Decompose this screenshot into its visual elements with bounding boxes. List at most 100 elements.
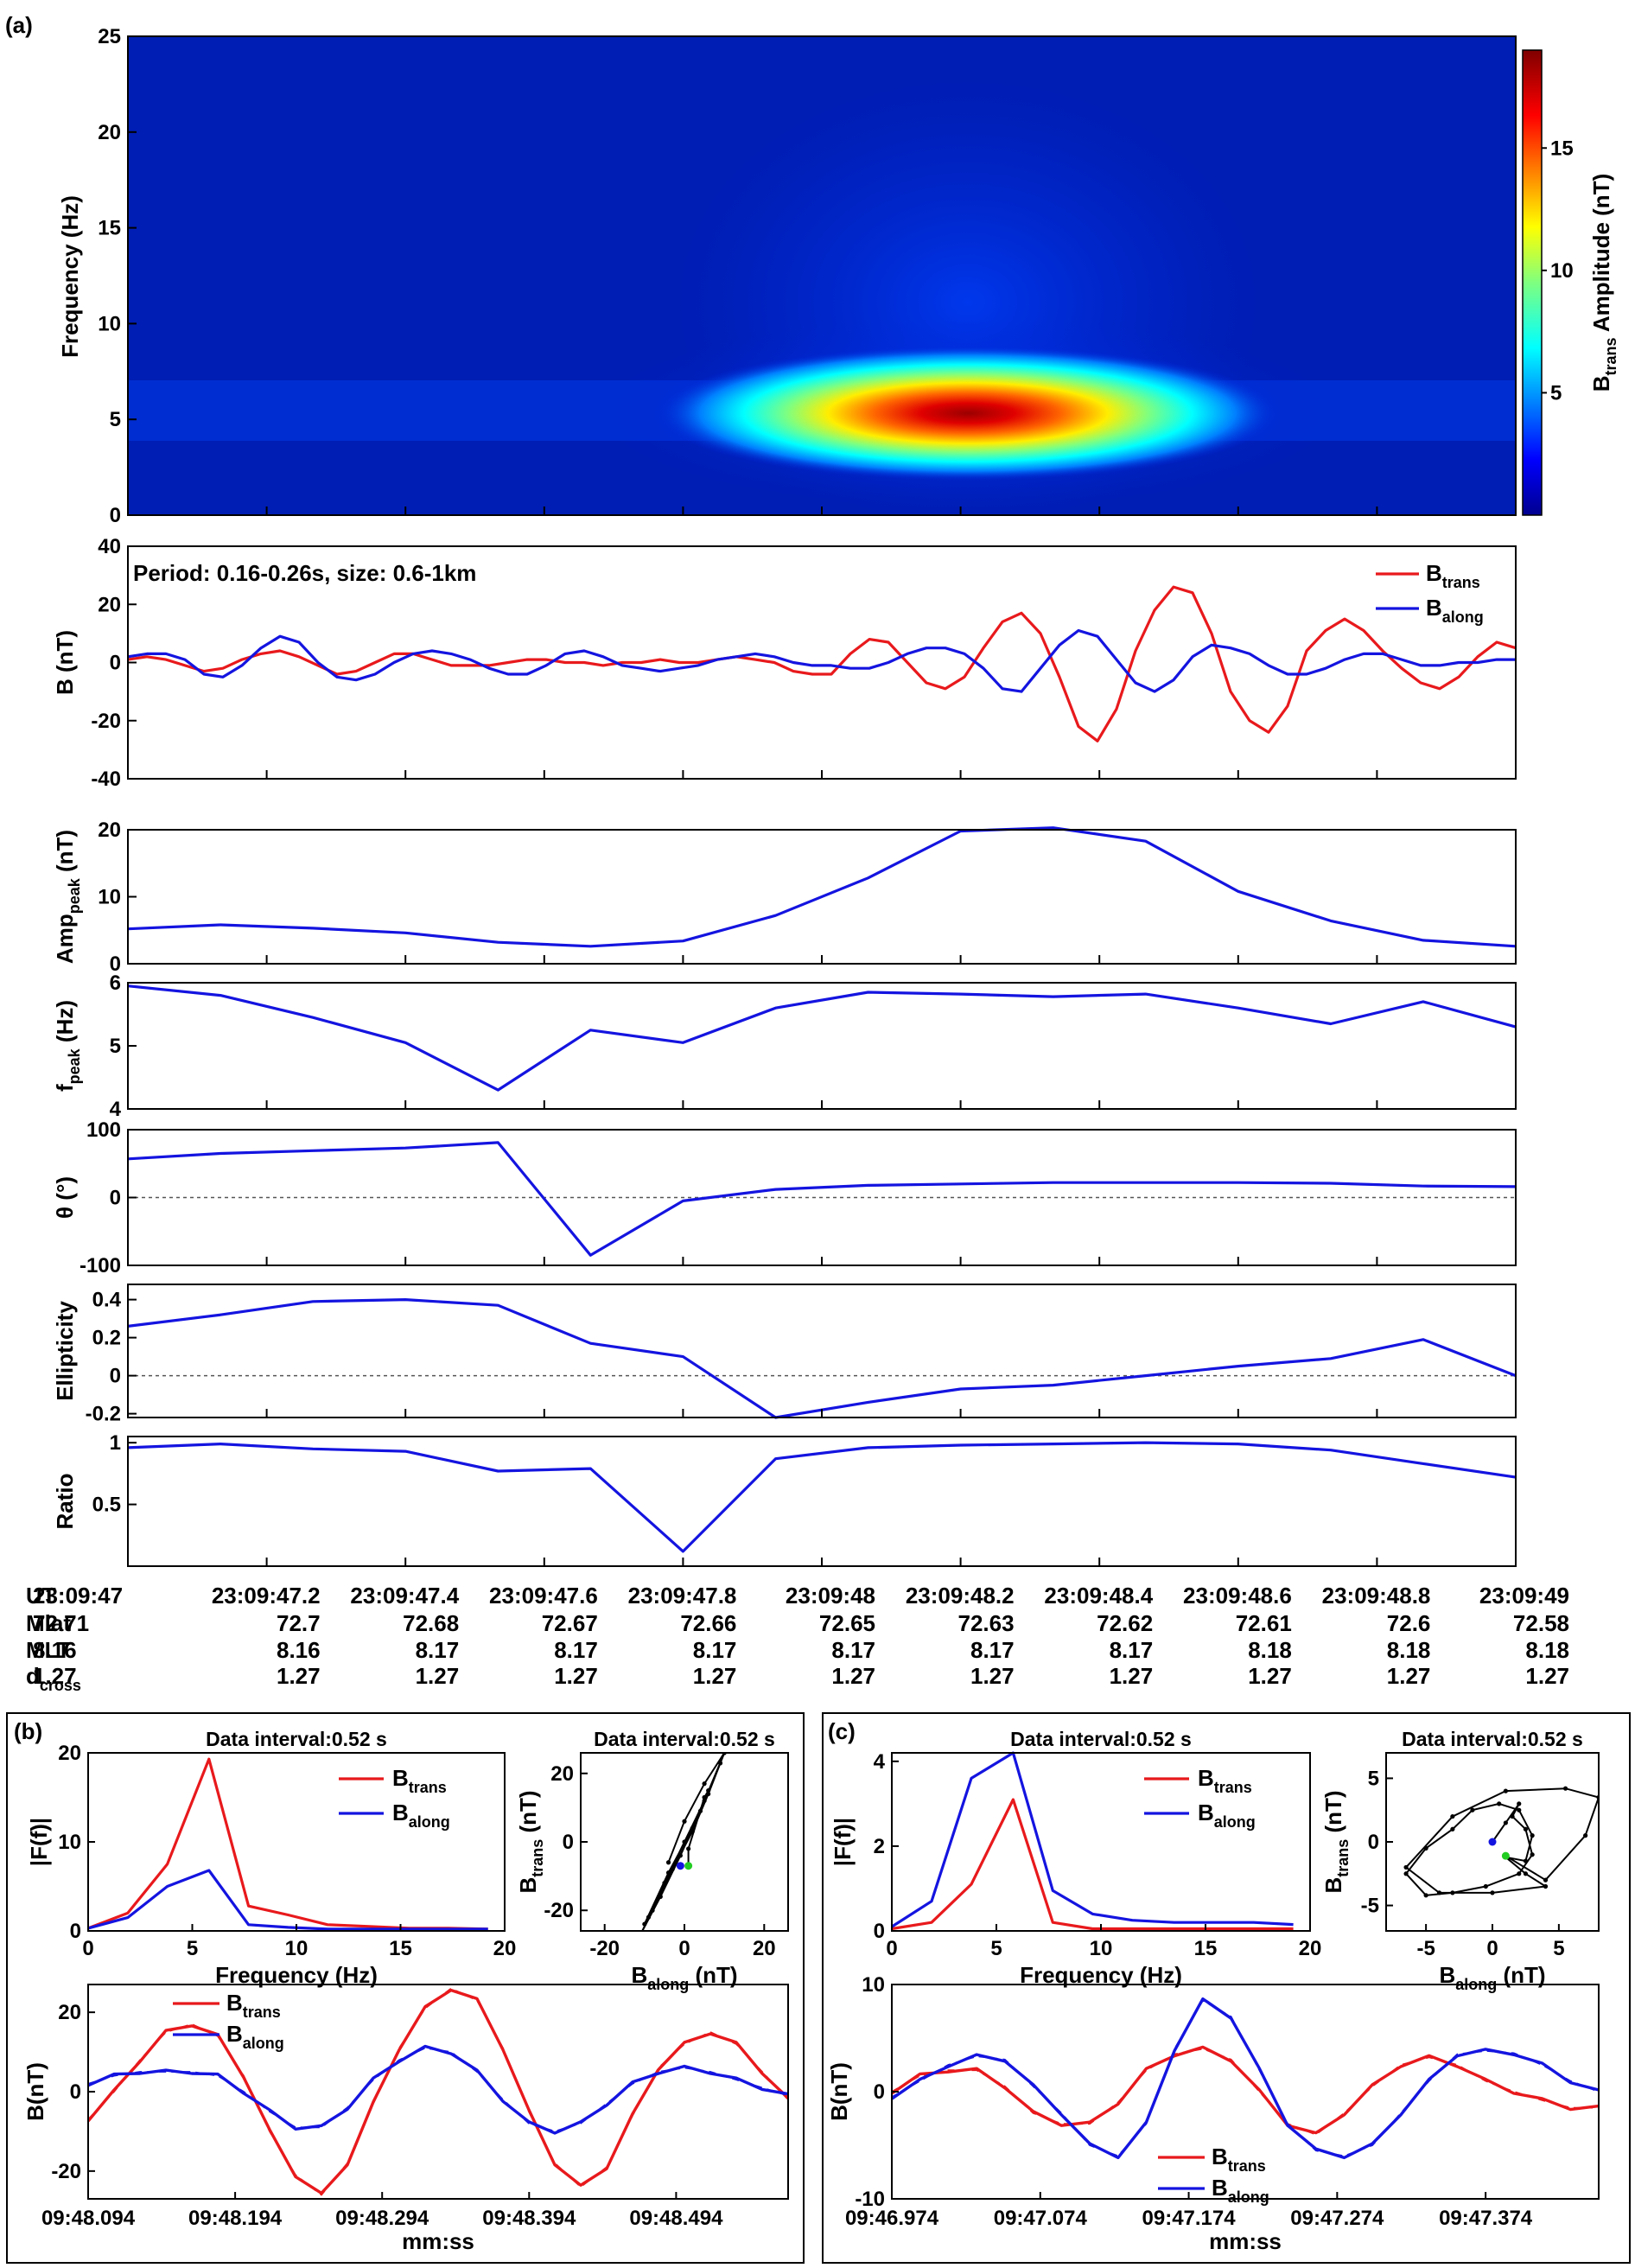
hodo_b-ytick-label: 20 [550, 1762, 574, 1786]
wave_b-ytick-label: -20 [51, 2160, 81, 2183]
fft_c-xtick-label: 5 [990, 1937, 1002, 1960]
axis-table-row-label: UT [26, 1583, 56, 1609]
axis-table-value: 8.16 [33, 1637, 77, 1663]
fft_c-xtick-label: 20 [1299, 1937, 1322, 1960]
hodo_c-point [1403, 1871, 1409, 1876]
hodo_b-ytick-label: 0 [563, 1831, 574, 1854]
hodo_b-point [639, 1932, 643, 1936]
wave_c-plot: -10 0 10 09:46.974 09:47.074 09:47.174 09:47.2… [826, 1973, 1600, 2254]
hodo_c-ytick-label: 5 [1368, 1767, 1379, 1790]
wave_c-fit-line [891, 2048, 1599, 2136]
hodo_b-point [665, 1870, 671, 1876]
amp_peak-ytick-label: 20 [98, 819, 121, 842]
hodo_b-point [702, 1794, 707, 1800]
theta-ytick-label: 0 [110, 1187, 121, 1210]
hodo_b-point [658, 1894, 663, 1899]
wave_b-legend-entry: Balong [226, 2021, 284, 2052]
wave_b-ylabel: B(nT) [22, 2062, 48, 2121]
fft_b-xtick-label: 5 [187, 1937, 198, 1960]
ratio-ytick-label: 0.5 [92, 1494, 121, 1517]
axis-table-value: 72.68 [403, 1610, 459, 1636]
axis-table-value: 23:09:47.8 [628, 1583, 737, 1609]
hodo_c-point [1562, 1786, 1568, 1791]
hodo_b-point [650, 1908, 655, 1913]
hodo_c-point [1450, 1826, 1455, 1832]
hodo_c-xtick-label: -5 [1416, 1937, 1435, 1960]
axis-table-value: 72.65 [819, 1610, 875, 1636]
f_peak-ylabel: fpeak (Hz) [52, 1000, 83, 1092]
waveform-ylabel: B (nT) [52, 630, 78, 695]
fft_b-xtick-label: 20 [493, 1937, 517, 1960]
waveform-panel: -40 -20 0 20 40 B (nT) Period: 0.16-0.26s, siz… [52, 535, 1517, 791]
axis-table-value: 72.62 [1097, 1610, 1153, 1636]
hodo_b-point [690, 1825, 695, 1831]
amp_peak-panel: 0 10 20 Amppeak (nT) [52, 819, 1517, 976]
spectrogram-ytick-label: 25 [98, 25, 121, 48]
wave_c-legend-entry: Balong [1212, 2175, 1269, 2206]
colorbar-tick-label: 5 [1550, 381, 1562, 405]
hodo_b-end-marker [684, 1862, 693, 1870]
fft_c-series-line [891, 1751, 1294, 1928]
hodo_b-point [690, 1829, 695, 1834]
ratio-ylabel: Ratio [52, 1474, 78, 1530]
waveform-series-line [127, 628, 1516, 693]
axis-table-value: 72.66 [680, 1610, 736, 1636]
amp_peak-ylabel: Amppeak (nT) [52, 830, 83, 964]
axis-table-value: 8.17 [970, 1637, 1015, 1663]
f_peak-series-line [127, 984, 1517, 1092]
hodo_b-point [682, 1839, 687, 1844]
colorbar-gradient [1522, 49, 1543, 516]
hodo_c-start-marker [1488, 1838, 1497, 1846]
f_peak-ytick-label: 5 [110, 1035, 121, 1058]
hodo_c-point [1517, 1801, 1522, 1806]
spectrogram-peak [657, 346, 1279, 481]
axis-table-value: 8.17 [416, 1637, 460, 1663]
axis-table-value: 23:09:48.6 [1183, 1583, 1292, 1609]
wave_c-ylabel: B(nT) [826, 2062, 852, 2121]
axis-table-value: 72.6 [1387, 1610, 1431, 1636]
axis-table-value: 1.27 [1110, 1663, 1154, 1689]
hodo_b-xtick-label: 20 [753, 1937, 776, 1960]
axis-table-value: 23:09:47.6 [489, 1583, 598, 1609]
hodo_b-trace [641, 1753, 726, 1931]
axis-table-value: 8.17 [831, 1637, 875, 1663]
wave_b-legend-entry: Btrans [226, 1990, 281, 2021]
ellipticity-frame [127, 1284, 1517, 1418]
axis-table-value: 23:09:48 [786, 1583, 875, 1609]
wave_b-frame [87, 1984, 789, 2200]
waveform-ytick-label: 40 [98, 535, 121, 558]
axis-table-value: 1.27 [1387, 1663, 1431, 1689]
axis-table-value: 72.58 [1513, 1610, 1569, 1636]
fft_c-ylabel: |F(f)| [830, 1818, 856, 1866]
hodo_c-ylabel: Btrans (nT) [1320, 1790, 1352, 1893]
waveform-annotation: Period: 0.16-0.26s, size: 0.6-1km [133, 560, 476, 586]
hodo_c-trace [1404, 1787, 1599, 1896]
hodo_c-point [1543, 1877, 1549, 1883]
hodo_c-ytick-label: 0 [1368, 1831, 1379, 1854]
wave_c-series-line [891, 2045, 1600, 2135]
axis-table-value: 23:09:47 [33, 1583, 123, 1609]
axis-table-value: 1.27 [1525, 1663, 1569, 1689]
hodo_c-title: Data interval:0.52 s [1402, 1728, 1583, 1750]
wave_b-series-line [87, 2044, 789, 2135]
axis-table-value: 8.18 [1248, 1637, 1292, 1663]
fft_c-legend-entry: Btrans [1198, 1765, 1252, 1796]
f_peak-panel: 4 5 6 fpeak (Hz) [52, 972, 1517, 1121]
axis-table-value: 1.27 [277, 1663, 321, 1689]
waveform-ytick-label: -40 [91, 768, 121, 791]
waveform-ytick-label: -20 [91, 710, 121, 733]
axis-table-value: 1.27 [1248, 1663, 1292, 1689]
hodo_b-ytick-label: -20 [544, 1899, 574, 1922]
theta-series-line [127, 1141, 1517, 1257]
hodo_b-trace-group [639, 1753, 727, 1936]
f_peak-ytick-label: 6 [110, 972, 121, 995]
axis-table-value: 1.27 [33, 1663, 77, 1689]
axis-table-value: 8.17 [554, 1637, 598, 1663]
hodo_b-ylabel: Btrans (nT) [515, 1790, 546, 1893]
wave_b-xlabel: mm:ss [402, 2228, 474, 2254]
hodo_b-title: Data interval:0.52 s [594, 1728, 775, 1750]
wave_b-xtick-label: 09:48.194 [188, 2207, 283, 2230]
